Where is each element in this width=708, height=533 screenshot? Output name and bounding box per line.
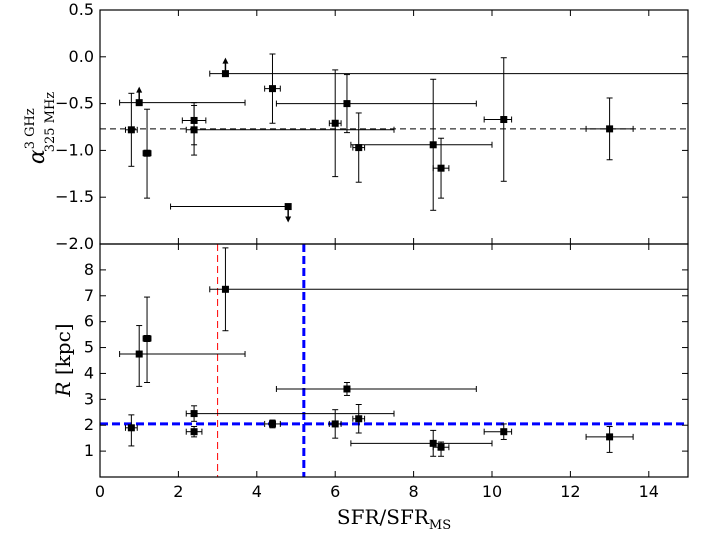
square-marker bbox=[143, 334, 151, 342]
top-y-axis-ticks: 0.5 0.0 −0.5 −1.0 −1.5 −2.0 bbox=[55, 0, 688, 253]
data-point bbox=[352, 404, 366, 434]
spectral-index-panel: 0.5 0.0 −0.5 −1.0 −1.5 −2.0 α3 GHz 325 MHz bbox=[23, 0, 689, 253]
y-tick-label: 0.0 bbox=[69, 47, 94, 66]
top-data-layer bbox=[100, 53, 689, 223]
data-point bbox=[585, 97, 634, 161]
sfr-ratio-main: SFR/SFR bbox=[337, 505, 430, 529]
data-point bbox=[352, 112, 366, 183]
y-tick-label: 3 bbox=[84, 389, 94, 408]
square-marker bbox=[429, 439, 437, 447]
y-tick-label: −1.0 bbox=[55, 140, 94, 159]
data-point bbox=[124, 414, 138, 447]
x-tick-label: 4 bbox=[252, 482, 262, 501]
data-point bbox=[119, 325, 246, 387]
y-tick-label: 4 bbox=[84, 363, 94, 382]
square-marker bbox=[500, 428, 508, 436]
x-tick-label: 8 bbox=[409, 482, 419, 501]
data-point bbox=[432, 441, 450, 457]
bottom-data-layer bbox=[100, 244, 689, 477]
data-point bbox=[328, 409, 342, 439]
square-marker bbox=[429, 141, 437, 149]
data-point bbox=[185, 104, 395, 156]
square-marker bbox=[606, 433, 614, 441]
x-tick-label: 10 bbox=[482, 482, 502, 501]
square-marker bbox=[343, 100, 351, 108]
square-marker bbox=[127, 126, 135, 134]
square-marker bbox=[331, 420, 339, 428]
y-tick-label: 7 bbox=[84, 286, 94, 305]
alpha-superscript: 3 GHz bbox=[23, 108, 38, 149]
x-tick-label: 2 bbox=[173, 482, 183, 501]
radius-symbol: R bbox=[51, 382, 75, 398]
top-y-axis-label: α3 GHz 325 MHz bbox=[23, 92, 58, 164]
square-marker bbox=[135, 99, 143, 107]
y-tick-label: 8 bbox=[84, 260, 94, 279]
y-tick-label: −2.0 bbox=[55, 234, 94, 253]
data-point bbox=[275, 74, 477, 134]
square-marker bbox=[190, 410, 198, 418]
square-marker bbox=[331, 119, 339, 127]
square-marker bbox=[268, 85, 276, 93]
square-marker bbox=[437, 164, 445, 172]
square-marker bbox=[268, 420, 276, 428]
square-marker bbox=[221, 285, 229, 293]
data-point bbox=[124, 92, 138, 167]
square-marker bbox=[143, 149, 151, 157]
y-tick-label: −1.5 bbox=[55, 187, 94, 206]
square-marker bbox=[284, 203, 292, 211]
radius-unit: [kpc] bbox=[51, 323, 75, 381]
lower-limit-arrow-head bbox=[222, 57, 229, 64]
square-marker bbox=[343, 385, 351, 393]
x-tick-label: 0 bbox=[95, 482, 105, 501]
square-marker bbox=[135, 350, 143, 358]
x-tick-label: 12 bbox=[560, 482, 580, 501]
y-tick-label: 1 bbox=[84, 441, 94, 460]
square-marker bbox=[437, 443, 445, 451]
data-point bbox=[264, 53, 281, 124]
bottom-panel-frame bbox=[99, 243, 689, 478]
data-point bbox=[432, 137, 450, 199]
data-point bbox=[483, 57, 513, 182]
bottom-y-axis-label: R [kpc] bbox=[51, 323, 75, 397]
data-point bbox=[209, 247, 689, 332]
square-marker bbox=[221, 70, 229, 78]
data-point bbox=[209, 57, 689, 78]
lower-limit-arrow-head bbox=[136, 86, 143, 93]
square-marker bbox=[355, 415, 363, 423]
y-tick-label: 2 bbox=[84, 415, 94, 434]
x-axis-label: SFR/SFRMS bbox=[337, 505, 451, 533]
square-marker bbox=[127, 424, 135, 432]
alpha-subscript: 325 MHz bbox=[43, 92, 58, 153]
square-marker bbox=[190, 126, 198, 134]
square-marker bbox=[606, 125, 614, 133]
y-tick-label: 5 bbox=[84, 338, 94, 357]
y-tick-label: 6 bbox=[84, 312, 94, 331]
data-point bbox=[185, 426, 203, 438]
square-marker bbox=[500, 116, 508, 124]
data-point bbox=[350, 429, 493, 457]
data-point bbox=[264, 419, 281, 429]
data-point bbox=[170, 203, 292, 223]
data-point bbox=[350, 78, 493, 211]
data-point bbox=[185, 405, 395, 422]
square-marker bbox=[190, 428, 198, 436]
sfr-ratio-subscript: MS bbox=[429, 518, 451, 533]
square-marker bbox=[355, 144, 363, 152]
data-point bbox=[142, 108, 152, 199]
upper-limit-arrow-head bbox=[285, 216, 292, 223]
data-point bbox=[483, 423, 513, 440]
data-point bbox=[142, 296, 152, 384]
x-tick-label: 14 bbox=[639, 482, 659, 501]
y-tick-label: 0.5 bbox=[69, 0, 94, 19]
x-tick-label: 6 bbox=[330, 482, 340, 501]
data-point bbox=[119, 86, 246, 107]
data-point bbox=[275, 382, 477, 396]
alpha-symbol: α bbox=[25, 149, 50, 164]
y-tick-label: −0.5 bbox=[55, 94, 94, 113]
data-point bbox=[585, 426, 634, 453]
data-point bbox=[328, 69, 342, 178]
